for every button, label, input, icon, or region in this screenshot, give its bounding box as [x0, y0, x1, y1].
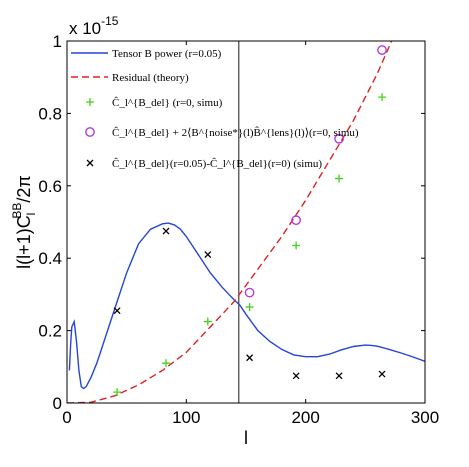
y-axis-title: l(l+1)ClBB/2π: [10, 175, 38, 269]
x-tick-label: 100: [172, 408, 200, 427]
y-multiplier-base: x 10: [69, 19, 101, 38]
legend-residual-theory: Residual (theory): [71, 72, 189, 84]
plus-marker: [378, 93, 387, 102]
legend-label: Ĉ_l^{B_del} + 2⟨B^{noise*}(l)B̂^{lens}(l…: [112, 126, 359, 139]
cross-marker: [292, 372, 300, 380]
y-tick-label: 0.8: [38, 104, 62, 123]
plot-area: [67, 41, 425, 403]
x-tick-label: 0: [62, 408, 71, 427]
legend-plus-marker: [86, 98, 94, 106]
axes-frame: [66, 40, 426, 404]
axes: [66, 40, 426, 404]
plus-marker: [162, 359, 171, 368]
series-line-0: [68, 222, 425, 390]
plus-marker: [292, 241, 301, 250]
legend-label: Residual (theory): [112, 72, 189, 84]
circle-marker: [244, 287, 255, 298]
cross-marker: [246, 354, 254, 362]
legend-label: Ĉ_l^{B_del} (r=0, simu): [112, 97, 223, 109]
plus-marker: [203, 317, 212, 326]
cross-marker: [378, 370, 386, 378]
y-title-sup: BB: [10, 203, 24, 219]
x-tick-label: 200: [291, 408, 319, 427]
x-axis-title: l: [244, 428, 248, 448]
circle-marker: [334, 133, 344, 144]
y-tick-label: 0.2: [38, 322, 62, 341]
cross-marker: [113, 307, 121, 315]
y-title-tail: /2π: [14, 175, 34, 202]
cross-marker: [162, 227, 170, 235]
legend-label: Ĉ_l^{B_del}(r=0.05)-Ĉ_l^{B_del}(r=0) (si…: [112, 158, 322, 170]
circle-marker: [291, 215, 302, 226]
legend-cross-marker: [86, 159, 94, 167]
y-tick-label: 1: [53, 32, 62, 51]
circle-marker: [377, 45, 387, 55]
legend-circle-marker: [85, 127, 95, 137]
y-multiplier: x 10-15: [69, 14, 119, 38]
legend-cl-bdel-r0: Ĉ_l^{B_del} (r=0, simu): [86, 97, 223, 109]
legend-label: Tensor B power (r=0.05): [112, 48, 222, 60]
legend-cl-bdel-difference: Ĉ_l^{B_del}(r=0.05)-Ĉ_l^{B_del}(r=0) (si…: [86, 158, 322, 170]
y-title-sub: l: [24, 213, 38, 216]
plus-marker: [335, 174, 344, 183]
plus-marker: [245, 303, 254, 312]
cross-marker: [335, 372, 343, 380]
legend-cl-bdel-plus-noise-lens: Ĉ_l^{B_del} + 2⟨B^{noise*}(l)B̂^{lens}(l…: [85, 126, 359, 139]
plus-marker: [113, 388, 122, 397]
y-title-main: l(l+1)C: [14, 215, 34, 269]
y-tick-label: 0.6: [38, 177, 62, 196]
x-tick-label: 300: [411, 408, 439, 427]
y-tick-label: 0.4: [38, 249, 62, 268]
ticks: 0 100 200 300 0 0.2 0.4 0.6 0.8 1: [38, 32, 439, 427]
legend: Tensor B power (r=0.05) Residual (theory)…: [71, 48, 359, 170]
y-multiplier-exponent: -15: [101, 14, 119, 28]
y-tick-label: 0: [53, 394, 62, 413]
legend-tensor-b-power: Tensor B power (r=0.05): [71, 48, 222, 60]
series-line-1: [67, 41, 393, 403]
cross-marker: [204, 251, 212, 259]
